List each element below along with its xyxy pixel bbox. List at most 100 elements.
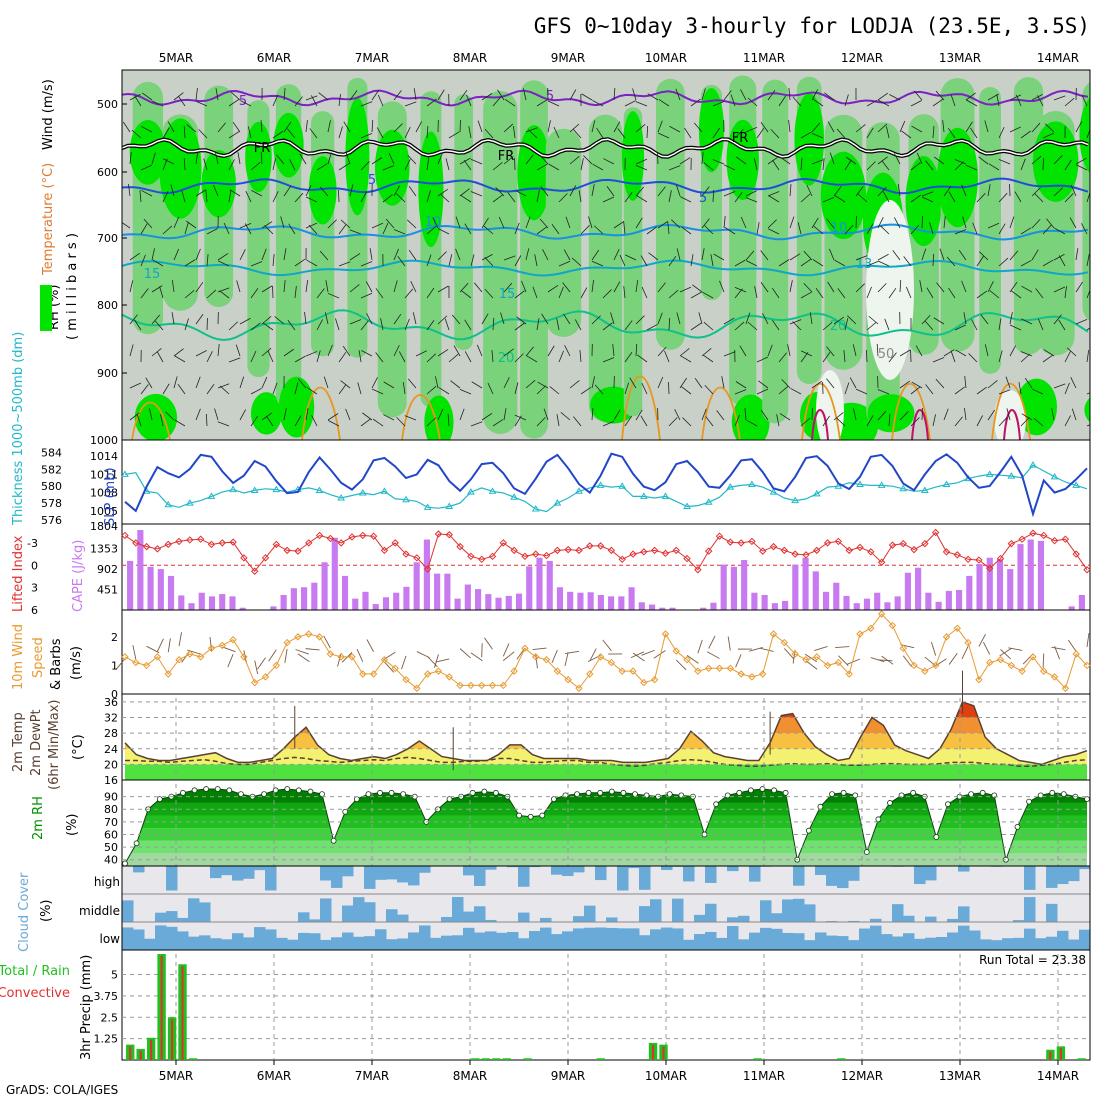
wind-barb: [250, 415, 259, 427]
thickness-tick: 584: [41, 446, 62, 459]
wind-barb: [955, 349, 967, 357]
wind-barb: [1086, 392, 1090, 395]
wind-barb: [1021, 285, 1033, 293]
wind-barb: [522, 88, 527, 101]
wind-barb: [866, 321, 877, 331]
cloud-bar: [419, 925, 431, 950]
li-marker: [488, 552, 497, 561]
wind-barb: [640, 255, 648, 267]
wind-barb: [1034, 193, 1044, 203]
wind-speed-marker: [456, 681, 464, 690]
wind-barb: [899, 349, 911, 357]
wind-barb: [459, 89, 468, 101]
wind-barb: [260, 120, 263, 133]
cape-tick: 902: [97, 563, 118, 576]
wind-barb: [319, 250, 329, 261]
surface-wind-barb: [1086, 633, 1090, 648]
cape-bar: [403, 586, 410, 610]
freezing-level-core: [122, 138, 1089, 158]
wind-barb: [287, 320, 296, 331]
wind-barb: [877, 253, 889, 261]
cloud-bar: [276, 937, 288, 950]
surface-wind-barb: [805, 660, 818, 670]
wind-tick: 1: [111, 659, 118, 672]
date-label-top: 7MAR: [355, 51, 390, 65]
run-total: Run Total = 23.38: [979, 953, 1086, 967]
thickness-tick: 576: [41, 514, 62, 527]
wind-barb: [1043, 349, 1055, 357]
label-2m-dewpt: 2m DewPt: [29, 709, 44, 776]
wind-barb: [624, 192, 633, 203]
li-marker: [521, 552, 529, 561]
rh-marker: [724, 792, 731, 799]
rh-marker: [319, 791, 325, 797]
wind-barb: [393, 248, 399, 261]
cloud-bar: [441, 917, 453, 922]
cloud-bar: [793, 933, 805, 950]
wind-speed-marker: [737, 670, 745, 678]
wind-barb: [925, 384, 934, 395]
wind-barb: [504, 98, 516, 107]
cape-bar: [700, 607, 707, 610]
cape-bar: [669, 607, 676, 610]
cloud-bar: [320, 898, 332, 922]
wind-barb: [976, 415, 983, 427]
li-marker: [240, 554, 248, 562]
wind-barb: [822, 158, 825, 171]
rh-marker: [585, 789, 592, 796]
wind-barb: [1020, 158, 1026, 171]
wind-barb: [602, 322, 613, 331]
temp-tick: 16: [104, 774, 118, 787]
wind-barb: [664, 350, 670, 363]
convective-bar: [139, 1050, 142, 1060]
cloud-bar: [518, 912, 530, 922]
wind-barb: [503, 255, 516, 261]
label-minmax: (6hr Min/Max): [47, 700, 62, 790]
wind-barb: [492, 318, 495, 331]
wind-barb: [657, 282, 666, 293]
cloud-bar: [485, 866, 497, 870]
label-millibars: ( m i l l i b a r s ): [65, 233, 80, 340]
cloud-bar: [221, 939, 233, 950]
rh-tick: 90: [104, 791, 118, 804]
wind-speed-marker: [542, 656, 551, 664]
wind-barb: [811, 159, 824, 165]
rh-core-low: [134, 393, 178, 440]
wind-barb: [789, 184, 792, 197]
wind-barb: [338, 189, 340, 203]
wind-barb: [811, 133, 824, 139]
cape-bar: [1037, 540, 1045, 610]
wind-barb: [382, 165, 395, 171]
surface-wind-barb: [484, 637, 493, 650]
wind-barb: [503, 156, 514, 165]
wind-barb: [1064, 193, 1074, 203]
wind-barb: [371, 89, 380, 101]
rh-marker: [191, 787, 198, 794]
wind-barb: [596, 127, 604, 139]
wind-barb: [789, 319, 802, 325]
cloud-bar: [342, 932, 354, 950]
wind-barb: [1071, 408, 1077, 421]
wind-barb: [495, 187, 505, 197]
wind-barb: [603, 158, 615, 165]
label-2m-rh: 2m RH: [31, 796, 46, 840]
rh-marker: [1014, 823, 1021, 830]
cloud-bar: [573, 866, 585, 873]
li-marker: [510, 546, 518, 555]
wind-barb: [338, 351, 347, 363]
cloud-bar: [639, 866, 651, 890]
wind-barb: [338, 224, 347, 235]
wind-barb: [464, 223, 472, 235]
wind-barb: [439, 193, 450, 203]
wind-barb: [316, 163, 328, 171]
wind-barb: [283, 348, 295, 357]
wind-barb: [836, 417, 846, 427]
wind-barb: [893, 153, 901, 165]
cloud-bar: [529, 866, 541, 868]
wind-barb: [426, 353, 437, 363]
wind-barb: [203, 158, 208, 171]
li-marker: [780, 546, 789, 555]
wind-barb: [998, 318, 1002, 331]
cloud-bar: [364, 936, 376, 950]
wind-barb: [606, 186, 615, 197]
